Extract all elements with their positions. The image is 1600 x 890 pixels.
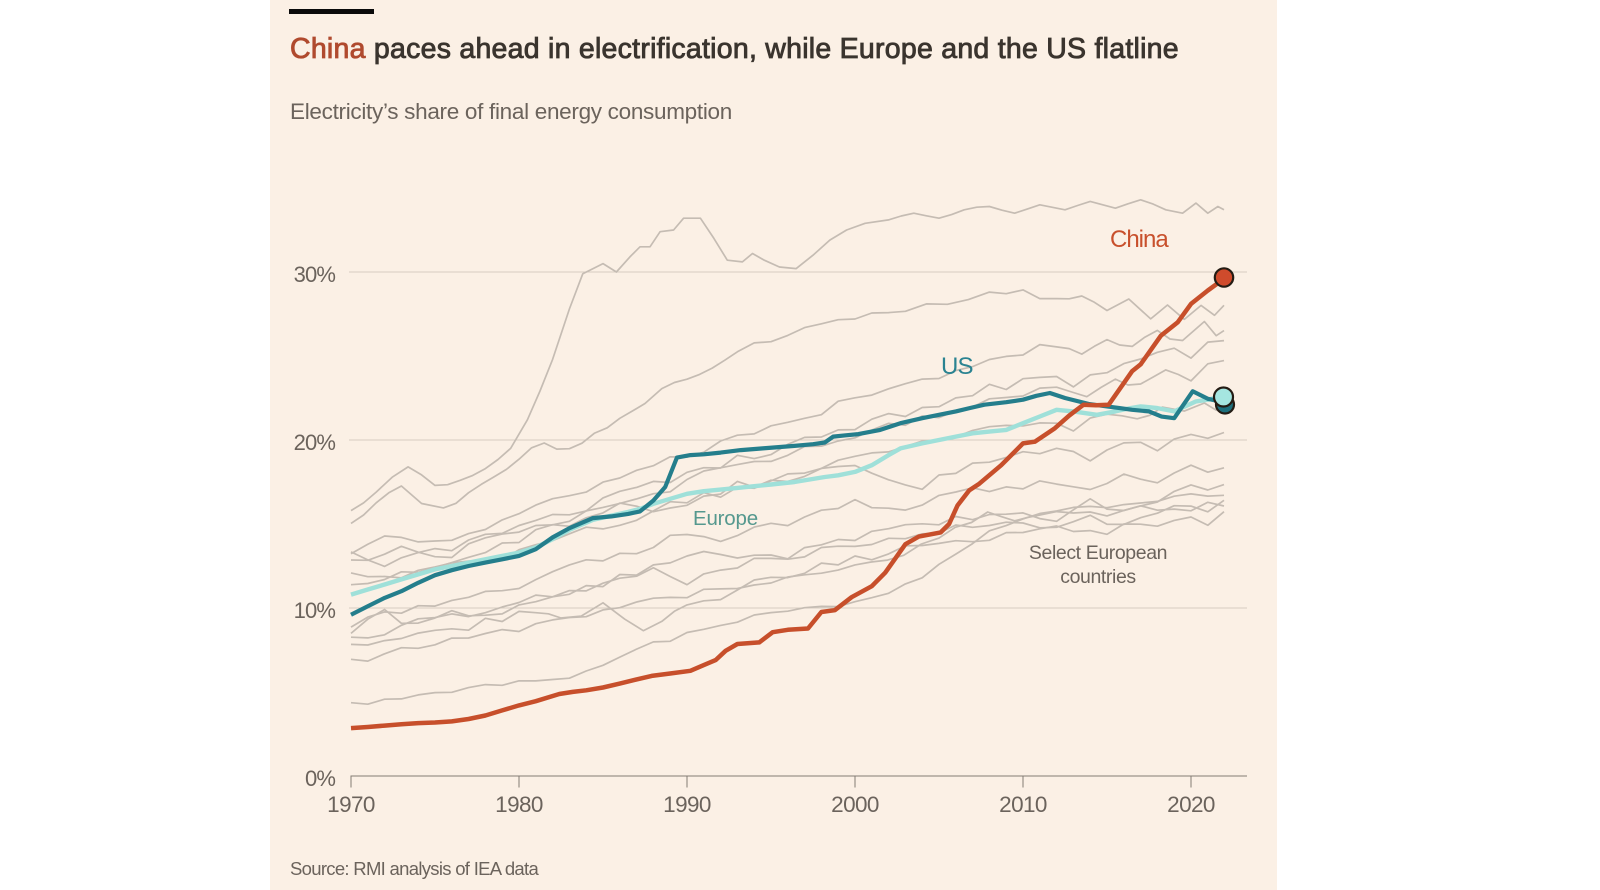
svg-text:Europe: Europe <box>693 507 758 530</box>
svg-text:30%: 30% <box>294 262 336 287</box>
svg-text:1990: 1990 <box>663 792 711 817</box>
svg-text:US: US <box>941 353 973 380</box>
svg-text:2010: 2010 <box>999 792 1047 817</box>
svg-text:20%: 20% <box>294 430 336 455</box>
svg-text:countries: countries <box>1060 566 1136 588</box>
svg-text:2020: 2020 <box>1167 792 1215 817</box>
svg-text:10%: 10% <box>294 598 336 623</box>
svg-text:0%: 0% <box>305 766 335 791</box>
svg-text:1980: 1980 <box>495 792 543 817</box>
svg-text:1970: 1970 <box>327 792 375 817</box>
svg-text:Select European: Select European <box>1029 542 1167 564</box>
svg-text:China: China <box>1110 226 1169 253</box>
svg-text:2000: 2000 <box>831 792 879 817</box>
